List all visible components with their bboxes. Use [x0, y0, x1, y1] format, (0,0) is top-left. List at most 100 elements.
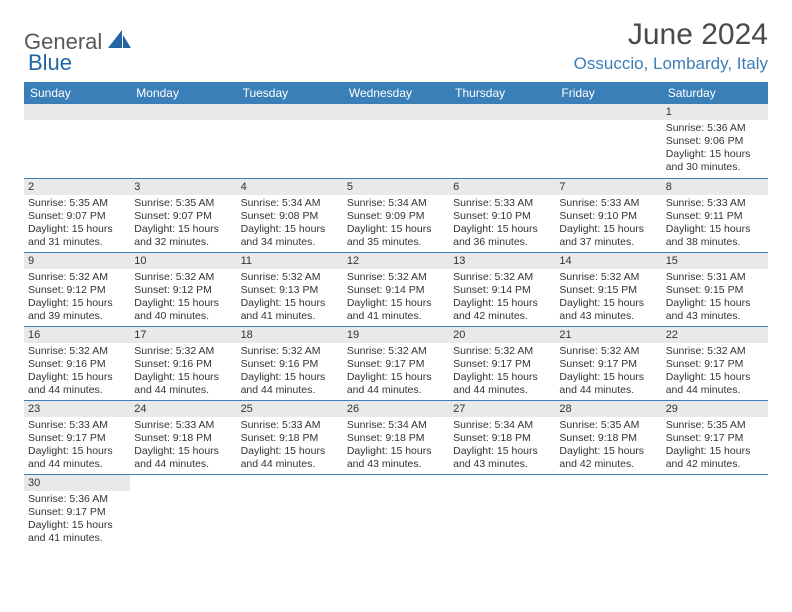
- calendar-row: 30Sunrise: 5:36 AMSunset: 9:17 PMDayligh…: [24, 474, 768, 548]
- day-number: 30: [24, 475, 130, 491]
- calendar-cell: 6Sunrise: 5:33 AMSunset: 9:10 PMDaylight…: [449, 178, 555, 252]
- day-data: Sunrise: 5:33 AMSunset: 9:18 PMDaylight:…: [237, 417, 343, 473]
- day-number: 11: [237, 253, 343, 269]
- calendar-cell: 17Sunrise: 5:32 AMSunset: 9:16 PMDayligh…: [130, 326, 236, 400]
- sail-icon: [106, 28, 132, 55]
- calendar-cell: 21Sunrise: 5:32 AMSunset: 9:17 PMDayligh…: [555, 326, 661, 400]
- calendar-cell: 29Sunrise: 5:35 AMSunset: 9:17 PMDayligh…: [662, 400, 768, 474]
- calendar-cell: [449, 104, 555, 178]
- brand-text-2: Blue: [28, 50, 72, 75]
- weekday-header: Saturday: [662, 82, 768, 104]
- empty-daynum: [24, 104, 130, 120]
- day-data: Sunrise: 5:36 AMSunset: 9:06 PMDaylight:…: [662, 120, 768, 176]
- empty-daynum: [449, 104, 555, 120]
- day-data: Sunrise: 5:33 AMSunset: 9:10 PMDaylight:…: [555, 195, 661, 251]
- calendar-cell: 16Sunrise: 5:32 AMSunset: 9:16 PMDayligh…: [24, 326, 130, 400]
- calendar-table: SundayMondayTuesdayWednesdayThursdayFrid…: [24, 82, 768, 548]
- day-data: Sunrise: 5:32 AMSunset: 9:12 PMDaylight:…: [24, 269, 130, 325]
- day-data: Sunrise: 5:35 AMSunset: 9:07 PMDaylight:…: [24, 195, 130, 251]
- calendar-row: 23Sunrise: 5:33 AMSunset: 9:17 PMDayligh…: [24, 400, 768, 474]
- day-data: Sunrise: 5:32 AMSunset: 9:17 PMDaylight:…: [662, 343, 768, 399]
- day-data: Sunrise: 5:33 AMSunset: 9:10 PMDaylight:…: [449, 195, 555, 251]
- calendar-cell: 30Sunrise: 5:36 AMSunset: 9:17 PMDayligh…: [24, 474, 130, 548]
- day-number: 6: [449, 179, 555, 195]
- day-data: Sunrise: 5:32 AMSunset: 9:16 PMDaylight:…: [24, 343, 130, 399]
- day-data: Sunrise: 5:36 AMSunset: 9:17 PMDaylight:…: [24, 491, 130, 547]
- day-number: 13: [449, 253, 555, 269]
- calendar-cell: 2Sunrise: 5:35 AMSunset: 9:07 PMDaylight…: [24, 178, 130, 252]
- day-data: Sunrise: 5:34 AMSunset: 9:18 PMDaylight:…: [449, 417, 555, 473]
- weekday-header: Tuesday: [237, 82, 343, 104]
- day-data: Sunrise: 5:35 AMSunset: 9:18 PMDaylight:…: [555, 417, 661, 473]
- day-number: 8: [662, 179, 768, 195]
- calendar-row: 9Sunrise: 5:32 AMSunset: 9:12 PMDaylight…: [24, 252, 768, 326]
- calendar-header-row: SundayMondayTuesdayWednesdayThursdayFrid…: [24, 82, 768, 104]
- weekday-header: Wednesday: [343, 82, 449, 104]
- calendar-page: General June 2024 Ossuccio, Lombardy, It…: [0, 0, 792, 566]
- calendar-cell: [343, 104, 449, 178]
- day-data: Sunrise: 5:32 AMSunset: 9:14 PMDaylight:…: [449, 269, 555, 325]
- day-data: Sunrise: 5:32 AMSunset: 9:12 PMDaylight:…: [130, 269, 236, 325]
- day-number: 3: [130, 179, 236, 195]
- day-number: 2: [24, 179, 130, 195]
- day-number: 4: [237, 179, 343, 195]
- calendar-body: 1Sunrise: 5:36 AMSunset: 9:06 PMDaylight…: [24, 104, 768, 548]
- day-data: Sunrise: 5:33 AMSunset: 9:11 PMDaylight:…: [662, 195, 768, 251]
- day-data: Sunrise: 5:31 AMSunset: 9:15 PMDaylight:…: [662, 269, 768, 325]
- calendar-cell: 25Sunrise: 5:33 AMSunset: 9:18 PMDayligh…: [237, 400, 343, 474]
- brand-text-2-wrap: Blue: [28, 50, 72, 76]
- calendar-cell: 8Sunrise: 5:33 AMSunset: 9:11 PMDaylight…: [662, 178, 768, 252]
- day-number: 17: [130, 327, 236, 343]
- day-number: 27: [449, 401, 555, 417]
- day-data: Sunrise: 5:32 AMSunset: 9:15 PMDaylight:…: [555, 269, 661, 325]
- calendar-cell: [555, 474, 661, 548]
- calendar-cell: 11Sunrise: 5:32 AMSunset: 9:13 PMDayligh…: [237, 252, 343, 326]
- day-data: Sunrise: 5:35 AMSunset: 9:07 PMDaylight:…: [130, 195, 236, 251]
- day-number: 14: [555, 253, 661, 269]
- day-data: Sunrise: 5:32 AMSunset: 9:16 PMDaylight:…: [237, 343, 343, 399]
- calendar-cell: 28Sunrise: 5:35 AMSunset: 9:18 PMDayligh…: [555, 400, 661, 474]
- calendar-cell: 12Sunrise: 5:32 AMSunset: 9:14 PMDayligh…: [343, 252, 449, 326]
- calendar-cell: 23Sunrise: 5:33 AMSunset: 9:17 PMDayligh…: [24, 400, 130, 474]
- page-header: General June 2024 Ossuccio, Lombardy, It…: [24, 18, 768, 74]
- calendar-cell: [449, 474, 555, 548]
- day-number: 12: [343, 253, 449, 269]
- day-data: Sunrise: 5:34 AMSunset: 9:09 PMDaylight:…: [343, 195, 449, 251]
- day-data: Sunrise: 5:32 AMSunset: 9:16 PMDaylight:…: [130, 343, 236, 399]
- weekday-header: Thursday: [449, 82, 555, 104]
- empty-daynum: [237, 104, 343, 120]
- calendar-cell: 22Sunrise: 5:32 AMSunset: 9:17 PMDayligh…: [662, 326, 768, 400]
- calendar-cell: [555, 104, 661, 178]
- day-number: 20: [449, 327, 555, 343]
- calendar-cell: 9Sunrise: 5:32 AMSunset: 9:12 PMDaylight…: [24, 252, 130, 326]
- day-data: Sunrise: 5:33 AMSunset: 9:18 PMDaylight:…: [130, 417, 236, 473]
- day-number: 25: [237, 401, 343, 417]
- calendar-cell: [130, 474, 236, 548]
- day-number: 29: [662, 401, 768, 417]
- location-text: Ossuccio, Lombardy, Italy: [574, 54, 768, 74]
- calendar-cell: [237, 104, 343, 178]
- day-data: Sunrise: 5:34 AMSunset: 9:18 PMDaylight:…: [343, 417, 449, 473]
- day-data: Sunrise: 5:33 AMSunset: 9:17 PMDaylight:…: [24, 417, 130, 473]
- day-number: 1: [662, 104, 768, 120]
- empty-daynum: [130, 104, 236, 120]
- day-number: 19: [343, 327, 449, 343]
- calendar-row: 2Sunrise: 5:35 AMSunset: 9:07 PMDaylight…: [24, 178, 768, 252]
- calendar-cell: 10Sunrise: 5:32 AMSunset: 9:12 PMDayligh…: [130, 252, 236, 326]
- calendar-cell: [237, 474, 343, 548]
- empty-daynum: [555, 104, 661, 120]
- day-number: 28: [555, 401, 661, 417]
- calendar-row: 1Sunrise: 5:36 AMSunset: 9:06 PMDaylight…: [24, 104, 768, 178]
- calendar-cell: 26Sunrise: 5:34 AMSunset: 9:18 PMDayligh…: [343, 400, 449, 474]
- calendar-cell: 27Sunrise: 5:34 AMSunset: 9:18 PMDayligh…: [449, 400, 555, 474]
- calendar-cell: 5Sunrise: 5:34 AMSunset: 9:09 PMDaylight…: [343, 178, 449, 252]
- calendar-cell: 7Sunrise: 5:33 AMSunset: 9:10 PMDaylight…: [555, 178, 661, 252]
- weekday-header: Sunday: [24, 82, 130, 104]
- day-data: Sunrise: 5:32 AMSunset: 9:17 PMDaylight:…: [449, 343, 555, 399]
- calendar-cell: 18Sunrise: 5:32 AMSunset: 9:16 PMDayligh…: [237, 326, 343, 400]
- day-data: Sunrise: 5:35 AMSunset: 9:17 PMDaylight:…: [662, 417, 768, 473]
- weekday-header: Friday: [555, 82, 661, 104]
- calendar-cell: 20Sunrise: 5:32 AMSunset: 9:17 PMDayligh…: [449, 326, 555, 400]
- day-number: 22: [662, 327, 768, 343]
- day-data: Sunrise: 5:34 AMSunset: 9:08 PMDaylight:…: [237, 195, 343, 251]
